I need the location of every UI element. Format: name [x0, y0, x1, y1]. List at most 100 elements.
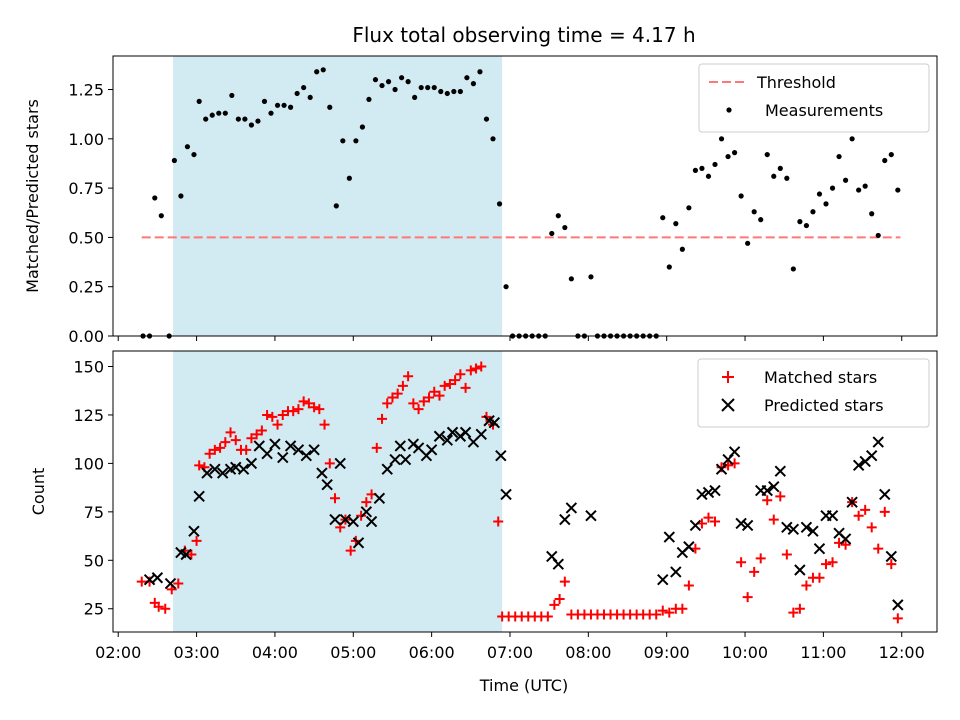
legend-label: Matched stars — [764, 368, 877, 387]
data-point — [801, 580, 812, 591]
data-point — [879, 506, 890, 517]
data-point — [220, 437, 231, 448]
data-point — [768, 480, 780, 493]
data-point — [673, 221, 679, 227]
bottom-panel: 25 50 75 100 125 150 Count 02:00 03:00 04:00 05:00… — [29, 350, 938, 662]
data-point — [308, 444, 320, 456]
data-point — [699, 165, 705, 171]
data-point — [764, 151, 770, 158]
data-point — [559, 576, 570, 587]
data-point — [715, 463, 728, 475]
data-point — [762, 495, 773, 506]
data-point — [810, 209, 816, 215]
data-point — [657, 573, 669, 586]
data-point — [173, 578, 184, 589]
y-axis-label: Matched/Predicted stars — [23, 99, 42, 293]
data-point — [457, 88, 463, 95]
data-point — [559, 513, 571, 526]
data-point — [324, 458, 335, 469]
data-point — [657, 605, 668, 616]
data-point — [151, 572, 164, 584]
data-point — [353, 138, 359, 144]
data-point — [725, 153, 731, 160]
data-point — [794, 564, 806, 576]
data-point — [412, 94, 418, 101]
data-point — [345, 545, 356, 556]
data-point — [392, 388, 403, 399]
data-point — [488, 416, 501, 429]
data-point — [201, 467, 213, 479]
data-point — [852, 459, 865, 472]
data-point — [152, 195, 158, 201]
data-point — [710, 516, 721, 527]
data-point — [839, 533, 852, 545]
data-point — [262, 409, 273, 420]
legend: Matched stars Predicted stars — [697, 358, 930, 428]
data-point — [216, 467, 229, 479]
data-point — [826, 510, 839, 522]
data-point — [664, 607, 675, 618]
data-point — [862, 183, 868, 189]
data-point — [284, 440, 297, 452]
x-tick-label: 07:00 — [487, 643, 533, 662]
data-point — [293, 404, 304, 415]
axes-frame — [112, 350, 938, 633]
data-point — [307, 94, 313, 101]
data-point — [274, 102, 281, 108]
data-point — [503, 284, 509, 290]
data-point — [377, 413, 388, 424]
data-point — [277, 451, 289, 464]
data-point — [303, 398, 314, 409]
data-point — [751, 209, 757, 215]
data-point — [352, 537, 365, 549]
data-point — [256, 425, 267, 436]
data-point — [209, 463, 221, 475]
data-point — [895, 187, 901, 193]
data-point — [549, 230, 555, 237]
data-point — [807, 525, 819, 537]
data-point — [294, 90, 300, 97]
data-point — [321, 479, 333, 491]
legend-label: Measurements — [765, 101, 883, 120]
data-point — [397, 380, 408, 391]
data-point — [347, 515, 359, 528]
data-point — [774, 465, 787, 477]
data-point — [281, 102, 287, 108]
data-point — [277, 409, 288, 420]
data-point — [477, 69, 483, 75]
data-point — [888, 151, 894, 158]
data-point — [389, 453, 401, 466]
data-point — [333, 203, 339, 209]
data-point — [292, 444, 305, 456]
data-point — [209, 112, 215, 118]
data-point — [300, 449, 312, 462]
data-point — [771, 173, 777, 179]
y-tick-label: 0.25 — [68, 278, 104, 297]
data-point — [886, 559, 897, 570]
x-tick-label: 08:00 — [565, 643, 611, 662]
data-point — [381, 463, 393, 475]
data-point — [849, 136, 855, 142]
data-point — [788, 607, 799, 618]
y-tick-label: 25 — [84, 600, 104, 619]
data-point — [689, 519, 702, 532]
data-point — [301, 84, 307, 91]
data-point — [500, 488, 512, 501]
data-point — [842, 177, 849, 183]
y-tick-label: 0.50 — [68, 228, 104, 247]
data-point — [464, 75, 470, 81]
data-point — [703, 512, 714, 523]
legend-swatch — [722, 371, 734, 383]
data-point — [455, 369, 466, 380]
data-point — [853, 510, 864, 521]
x-tick-label: 09:00 — [644, 643, 690, 662]
legend: Threshold Measurements — [698, 63, 930, 133]
data-point — [860, 504, 871, 515]
data-point — [718, 136, 725, 142]
data-point — [800, 521, 813, 534]
x-tick-label: 02:00 — [95, 643, 141, 662]
data-point — [327, 104, 333, 110]
data-point — [439, 380, 450, 391]
data-point — [677, 603, 688, 614]
data-point — [392, 86, 398, 93]
